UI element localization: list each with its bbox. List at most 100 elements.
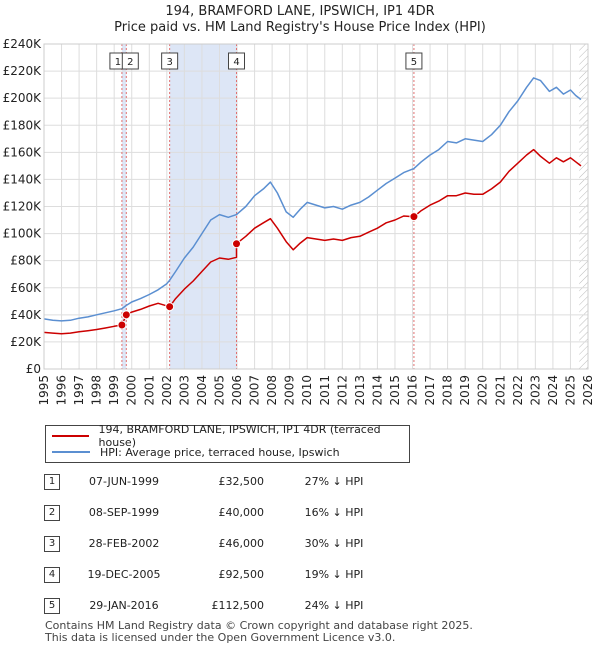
x-tick-label: 2015: [388, 375, 402, 406]
plot-border: [43, 43, 589, 370]
table-row: 1 07-JUN-1999 £32,500 27% ↓ HPI: [44, 472, 544, 492]
x-tick-label: 2007: [248, 375, 262, 406]
sale-date: 07-JUN-1999: [88, 475, 160, 488]
x-tick-label: 2026: [581, 375, 595, 406]
x-tick-label: 2018: [441, 375, 455, 406]
x-tick-label: 2000: [125, 375, 139, 406]
sale-hpi-diff: 19% ↓ HPI: [304, 568, 364, 581]
y-tick-label: £160K: [3, 145, 43, 159]
x-tick-label: 2005: [212, 375, 226, 406]
x-tick-label: 2022: [511, 375, 525, 406]
x-tick-label: 2001: [142, 375, 156, 406]
table-row: 4 19-DEC-2005 £92,500 19% ↓ HPI: [44, 565, 544, 585]
sale-number: 1: [44, 474, 60, 490]
x-tick-label: 2008: [265, 375, 279, 406]
legend-item-price: 194, BRAMFORD LANE, IPSWICH, IP1 4DR (te…: [52, 423, 409, 449]
x-tick-label: 2012: [335, 375, 349, 406]
y-tick-label: £0: [26, 362, 41, 376]
sale-date: 29-JAN-2016: [89, 599, 159, 612]
x-tick-label: 1999: [107, 375, 121, 406]
x-tick-label: 2019: [458, 375, 472, 406]
legend: 194, BRAMFORD LANE, IPSWICH, IP1 4DR (te…: [45, 423, 410, 463]
y-tick-label: £240K: [3, 37, 43, 51]
legend-item-hpi: HPI: Average price, terraced house, Ipsw…: [52, 444, 340, 460]
sale-price: £32,500: [218, 475, 265, 488]
sale-price: £40,000: [218, 506, 265, 519]
sale-number-box: [121, 52, 139, 70]
price-chart: £0 £20K £40K £60K £80K £100K £120K £140K £160K £1…: [3, 37, 595, 406]
sale-hpi-diff: 24% ↓ HPI: [304, 599, 364, 612]
sale-point: [121, 310, 131, 320]
x-tick-label: 2006: [230, 375, 244, 406]
sale-price: £46,000: [218, 537, 265, 550]
sale-hpi-diff: 30% ↓ HPI: [304, 537, 364, 550]
x-tick-label: 2020: [476, 375, 490, 406]
footer-copyright: Contains HM Land Registry data © Crown c…: [45, 619, 473, 632]
y-tick-label: £220K: [3, 64, 43, 78]
x-tick-label: 1998: [90, 375, 104, 406]
y-tick-label: £180K: [3, 118, 43, 132]
sale-number-label: 2: [127, 57, 133, 68]
x-tick-label: 2023: [528, 375, 542, 406]
x-tick-label: 2013: [353, 375, 367, 406]
price-series-line: [43, 148, 582, 335]
x-tick-label: 2024: [546, 375, 560, 406]
sale-date: 19-DEC-2005: [87, 568, 161, 581]
y-tick-label: £60K: [10, 281, 42, 295]
legend-price-label: 194, BRAMFORD LANE, IPSWICH, IP1 4DR (te…: [98, 423, 381, 449]
x-tick-label: 2016: [406, 375, 420, 406]
sale-number-label: 4: [233, 57, 239, 68]
sale-number-label: 3: [166, 57, 172, 68]
table-row: 2 08-SEP-1999 £40,000 16% ↓ HPI: [44, 503, 544, 523]
table-row: 5 29-JAN-2016 £112,500 24% ↓ HPI: [44, 596, 544, 616]
y-tick-label: £120K: [3, 200, 43, 214]
table-row: 3 28-FEB-2002 £46,000 30% ↓ HPI: [44, 534, 544, 554]
chart-subtitle: Price paid vs. HM Land Registry's House …: [114, 20, 486, 35]
footer-licence: This data is licensed under the Open Gov…: [45, 631, 396, 644]
sale-point: [117, 320, 127, 330]
sale-number-label: 1: [115, 57, 121, 68]
footer: Contains HM Land Registry data © Crown c…: [45, 620, 473, 644]
sale-number: 2: [44, 505, 60, 521]
legend-price-swatch: [52, 435, 89, 437]
legend-hpi-swatch: [52, 451, 90, 453]
sale-hpi-diff: 16% ↓ HPI: [304, 506, 364, 519]
sale-date: 28-FEB-2002: [88, 537, 160, 550]
sale-point: [232, 239, 242, 249]
x-tick-label: 1997: [72, 375, 86, 406]
sale-point: [165, 302, 175, 312]
x-tick-label: 2011: [318, 375, 332, 406]
y-tick-label: £40K: [10, 308, 42, 322]
y-tick-label: £20K: [10, 335, 42, 349]
x-tick-label: 2017: [423, 375, 437, 406]
sale-number: 4: [44, 567, 60, 583]
sale-point: [409, 212, 419, 222]
y-tick-label: £140K: [3, 172, 43, 186]
x-tick-label: 2021: [493, 375, 507, 406]
x-tick-label: 1996: [55, 375, 69, 406]
x-tick-label: 1995: [37, 375, 51, 406]
sale-price: £92,500: [218, 568, 265, 581]
y-tick-label: £200K: [3, 91, 43, 105]
x-tick-label: 2004: [195, 375, 209, 406]
x-tick-label: 2003: [177, 375, 191, 406]
sale-number-box: [228, 52, 246, 70]
hpi-series-line: [43, 77, 582, 322]
legend-hpi-label: HPI: Average price, terraced house, Ipsw…: [100, 445, 340, 459]
y-tick-label: £100K: [3, 227, 43, 241]
x-tick-label: 2002: [160, 375, 174, 406]
sale-number-box: [161, 52, 179, 70]
sale-number-label: 5: [411, 57, 417, 68]
x-tick-label: 2025: [563, 375, 577, 406]
chart-title: 194, BRAMFORD LANE, IPSWICH, IP1 4DR: [165, 4, 435, 19]
x-tick-label: 2009: [283, 375, 297, 406]
sale-date: 08-SEP-1999: [88, 506, 160, 519]
x-tick-label: 2014: [370, 375, 384, 406]
sale-number: 5: [44, 598, 60, 614]
sale-price: £112,500: [211, 599, 265, 612]
sale-hpi-diff: 27% ↓ HPI: [304, 475, 364, 488]
sale-number: 3: [44, 536, 60, 552]
y-tick-label: £80K: [10, 254, 42, 268]
x-tick-label: 2010: [300, 375, 314, 406]
sale-number-box: [405, 52, 423, 70]
